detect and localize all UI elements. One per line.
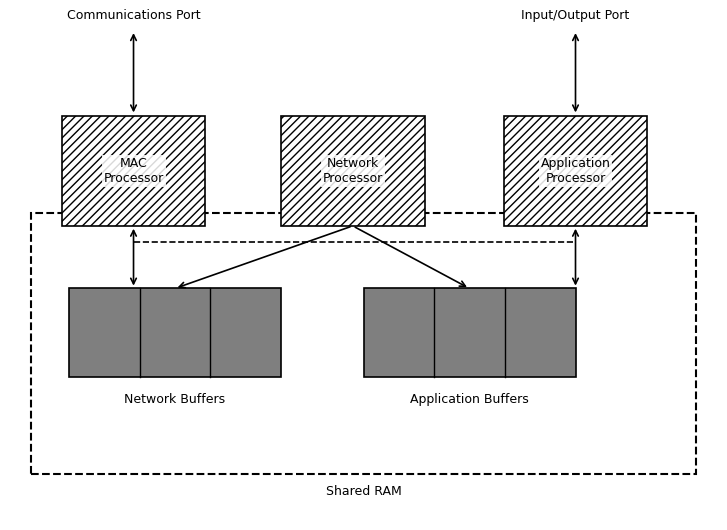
Bar	[62, 116, 206, 226]
Bar	[281, 116, 425, 226]
Text: Communications Port: Communications Port	[67, 10, 201, 22]
Bar	[69, 288, 281, 377]
Text: Network
Processor: Network Processor	[323, 157, 383, 185]
Text: Application Buffers: Application Buffers	[410, 393, 529, 406]
Bar	[504, 116, 647, 226]
Text: MAC
Processor: MAC Processor	[103, 157, 164, 185]
Text: Network Buffers: Network Buffers	[124, 393, 225, 406]
Text: Input/Output Port: Input/Output Port	[521, 10, 630, 22]
Text: Shared RAM: Shared RAM	[326, 485, 401, 498]
Bar	[364, 288, 576, 377]
Text: Application
Processor: Application Processor	[541, 157, 611, 185]
Bar	[31, 213, 696, 474]
